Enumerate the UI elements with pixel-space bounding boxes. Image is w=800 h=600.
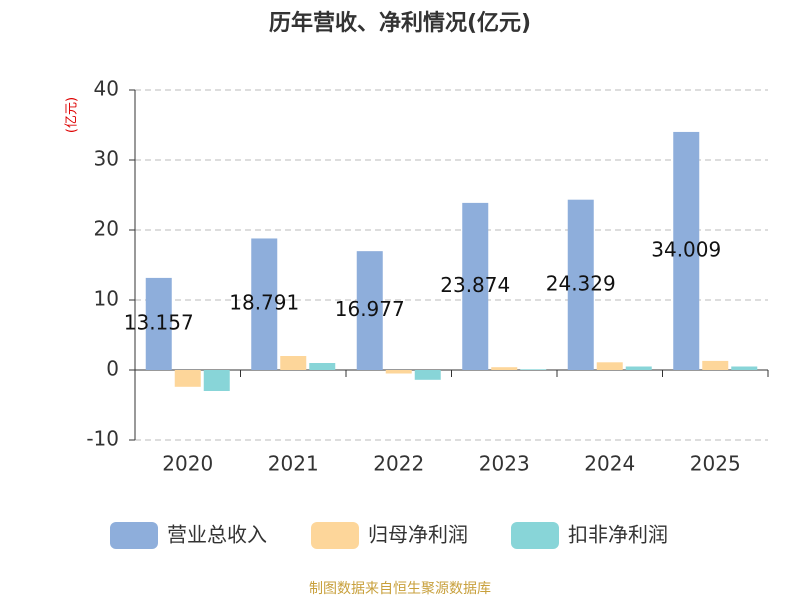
legend-swatch [110, 522, 158, 549]
bar [174, 370, 201, 387]
data-label: 16.977 [335, 297, 405, 321]
bar [520, 369, 547, 370]
x-tick-label: 2023 [479, 452, 530, 476]
bar [731, 366, 758, 370]
bar [145, 277, 172, 370]
y-axis-label: (亿元) [65, 97, 80, 133]
data-label: 24.329 [546, 271, 616, 295]
x-tick-label: 2024 [584, 452, 635, 476]
source-note: 制图数据来自恒生聚源数据库 [309, 581, 491, 597]
bar [596, 362, 623, 370]
y-tick-label: 0 [106, 357, 119, 381]
bar [567, 199, 594, 370]
legend-swatch [311, 522, 359, 549]
legend-label: 归母净利润 [368, 523, 468, 547]
x-tick-label: 2022 [373, 452, 424, 476]
bar [203, 370, 230, 391]
legend-label: 营业总收入 [167, 523, 267, 547]
y-tick-label: 30 [94, 147, 119, 171]
y-tick-label: 10 [94, 287, 119, 311]
legend-swatch [511, 522, 559, 549]
bar [385, 370, 412, 374]
bar [491, 367, 518, 370]
x-tick-label: 2025 [690, 452, 741, 476]
legend-label: 扣非净利润 [568, 523, 668, 547]
bar [356, 251, 383, 370]
bar [673, 131, 700, 370]
data-label: 13.157 [124, 310, 194, 334]
bar [280, 356, 307, 370]
y-tick-label: 20 [94, 217, 119, 241]
chart-title: 历年营收、净利情况(亿元) [269, 10, 531, 36]
data-label: 18.791 [229, 291, 299, 315]
data-label: 34.009 [651, 237, 721, 261]
y-tick-label: -10 [86, 427, 119, 451]
y-tick-label: 40 [94, 77, 119, 101]
bar [625, 366, 652, 370]
x-tick-label: 2021 [268, 452, 319, 476]
x-tick-label: 2020 [162, 452, 213, 476]
bar [251, 238, 278, 370]
data-label: 23.874 [440, 273, 510, 297]
bar [702, 360, 729, 370]
bar [462, 202, 489, 370]
bar [309, 363, 336, 370]
bar [414, 370, 441, 380]
